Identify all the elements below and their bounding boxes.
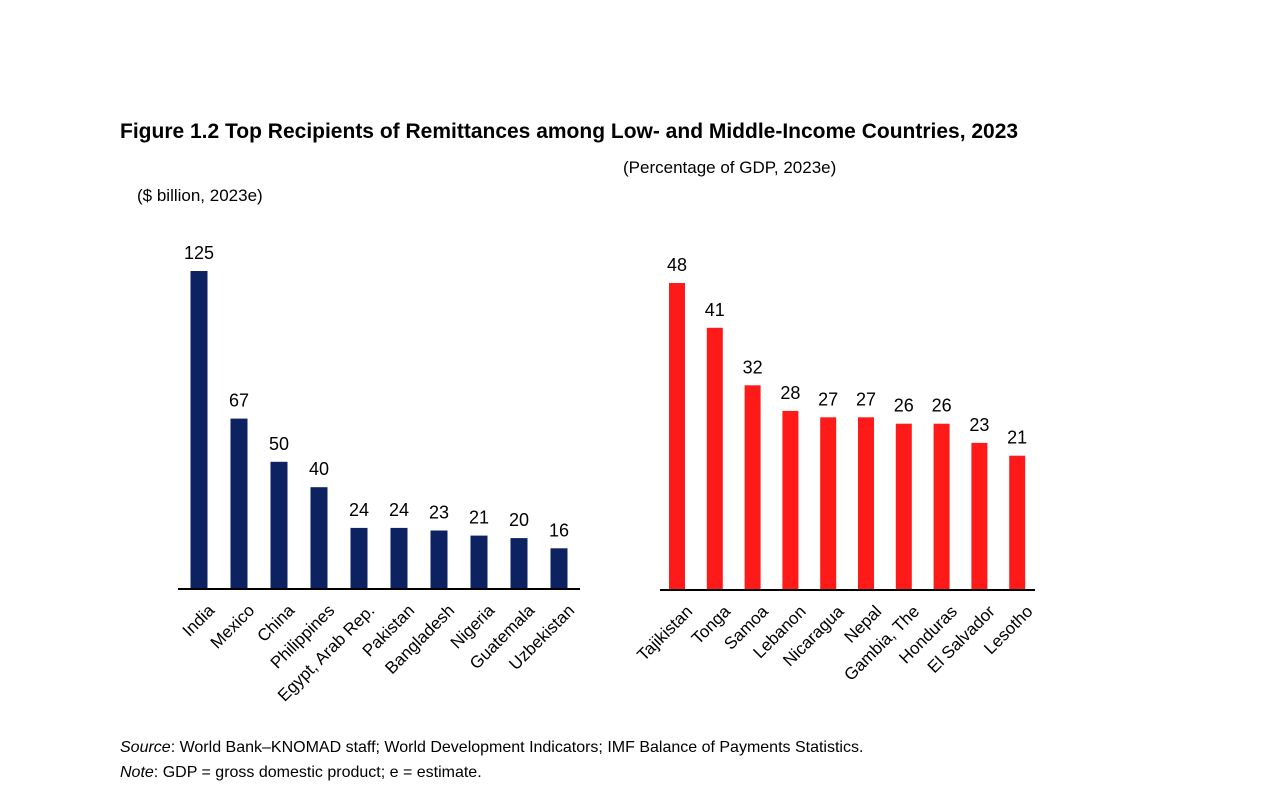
- left-value-label: 24: [389, 500, 409, 520]
- right-bar: [782, 410, 799, 590]
- right-value-label: 21: [1007, 428, 1027, 448]
- left-value-label: 50: [269, 434, 289, 454]
- left-value-label: 125: [184, 243, 214, 263]
- right-value-label: 41: [705, 300, 725, 320]
- right-value-label: 32: [743, 357, 763, 377]
- right-bar: [895, 423, 912, 590]
- note-label: Note: [120, 764, 154, 781]
- right-bar: [971, 442, 988, 590]
- right-category-label: Tajikistan: [633, 602, 696, 665]
- source-note: Source: World Bank–KNOMAD staff; World D…: [120, 739, 863, 757]
- right-chart-subtitle: (Percentage of GDP, 2023e): [623, 158, 837, 177]
- right-bar: [669, 283, 685, 590]
- left-value-label: 24: [349, 500, 369, 520]
- left-bar: [430, 530, 448, 589]
- right-value-label: 26: [932, 396, 952, 416]
- left-bar: [470, 535, 488, 589]
- right-value-label: 26: [894, 396, 914, 416]
- left-value-label: 16: [549, 520, 569, 540]
- right-value-label: 23: [969, 415, 989, 435]
- right-value-label: 27: [856, 389, 876, 409]
- right-bar: [858, 417, 874, 590]
- left-bar: [230, 418, 248, 589]
- left-bar: [550, 548, 568, 589]
- left-value-label: 20: [509, 510, 529, 530]
- left-bar: [310, 487, 328, 589]
- right-bar: [820, 417, 837, 590]
- right-value-label: 48: [667, 255, 687, 275]
- right-bar: [1009, 455, 1026, 590]
- figure-title: Figure 1.2 Top Recipients of Remittances…: [120, 120, 1019, 143]
- left-value-label: 23: [429, 503, 449, 523]
- right-value-label: 28: [780, 383, 800, 403]
- right-value-label: 27: [818, 389, 838, 409]
- left-bar: [390, 527, 408, 589]
- left-category-label: Mexico: [207, 601, 259, 653]
- left-bar: [350, 527, 368, 589]
- left-value-label: 21: [469, 508, 489, 528]
- gdp-note: Note: GDP = gross domestic product; e = …: [120, 764, 482, 782]
- left-value-label: 67: [229, 391, 249, 411]
- right-bar: [744, 385, 761, 590]
- right-bar: [933, 423, 950, 590]
- left-bar: [190, 271, 208, 589]
- left-value-label: 40: [309, 459, 329, 479]
- note-text: : GDP = gross domestic product; e = esti…: [153, 764, 482, 781]
- left-bar: [510, 538, 528, 589]
- source-text: : World Bank–KNOMAD staff; World Develop…: [170, 739, 864, 756]
- source-label: Source: [120, 739, 171, 756]
- left-chart-subtitle: ($ billion, 2023e): [137, 186, 263, 205]
- left-bar: [270, 461, 288, 589]
- right-bar: [706, 327, 723, 590]
